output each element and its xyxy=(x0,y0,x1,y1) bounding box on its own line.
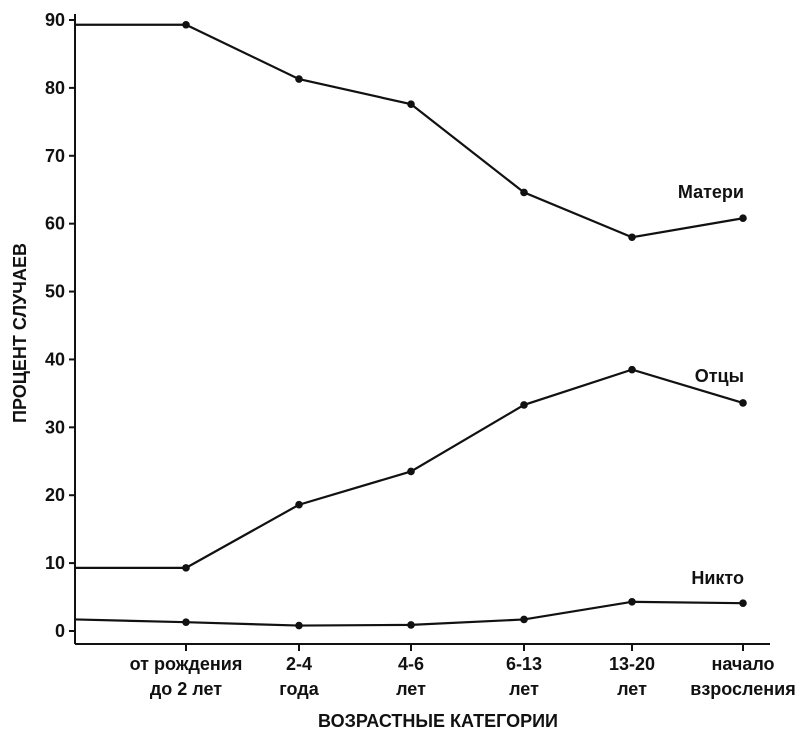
x-axis-ticks: от рождения до 2 лет 2-4 года 4-6 лет 6-13 лет 1… xyxy=(130,644,795,699)
data-point xyxy=(739,399,747,407)
x-tick-label: взросления xyxy=(690,679,795,699)
y-tick-label: 30 xyxy=(45,417,65,437)
x-tick-label: года xyxy=(279,679,319,699)
data-point xyxy=(295,621,303,630)
y-tick-label: 50 xyxy=(45,282,65,302)
series-layer: Матери Отцы Никто xyxy=(74,20,747,630)
x-tick-label: лет xyxy=(396,679,426,699)
series-label: Никто xyxy=(691,568,744,588)
data-point xyxy=(628,233,636,242)
x-tick-label: 2-4 xyxy=(286,654,312,674)
series-1: Матери xyxy=(75,20,747,242)
y-tick-label: 0 xyxy=(55,621,65,641)
data-point xyxy=(520,615,528,624)
y-tick-label: 90 xyxy=(45,10,65,30)
data-point xyxy=(628,598,636,606)
data-point xyxy=(407,100,415,108)
x-tick-label: 13-20 xyxy=(609,654,655,674)
series-2: Отцы xyxy=(75,365,747,572)
x-tick-label: от рождения xyxy=(130,654,243,674)
data-point xyxy=(739,214,747,223)
x-axis-title: ВОЗРАСТНЫЕ КАТЕГОРИИ xyxy=(318,711,558,731)
axes xyxy=(74,14,770,645)
series-line xyxy=(75,23,744,239)
data-point xyxy=(739,599,747,607)
data-point xyxy=(407,467,415,476)
y-tick-label: 60 xyxy=(45,214,65,234)
x-tick-label: лет xyxy=(617,679,647,699)
y-tick-label: 20 xyxy=(45,485,65,505)
data-point xyxy=(182,564,190,572)
y-axis-title: ПРОЦЕНТ СЛУЧАЕВ xyxy=(10,243,30,423)
data-point xyxy=(628,365,636,374)
y-tick-label: 40 xyxy=(45,349,65,369)
data-point xyxy=(295,500,303,509)
data-point xyxy=(520,188,528,197)
data-point xyxy=(182,20,190,29)
y-tick-label: 80 xyxy=(45,78,65,98)
x-tick-label: лет xyxy=(509,679,539,699)
data-point xyxy=(182,618,190,626)
y-tick-label: 10 xyxy=(45,553,65,573)
data-point xyxy=(520,401,528,409)
y-axis-ticks: 0 10 20 30 40 50 60 70 80 90 xyxy=(45,10,75,641)
series-label: Матери xyxy=(678,182,744,202)
x-tick-label: до 2 лет xyxy=(150,679,222,699)
data-point xyxy=(295,75,303,83)
series-3: Никто xyxy=(74,568,747,630)
x-tick-label: 6-13 xyxy=(506,654,542,674)
x-tick-label: начало xyxy=(711,654,774,674)
y-tick-label: 70 xyxy=(45,146,65,166)
x-tick-label: 4-6 xyxy=(398,654,424,674)
series-label: Отцы xyxy=(695,366,744,386)
data-point xyxy=(407,621,415,629)
